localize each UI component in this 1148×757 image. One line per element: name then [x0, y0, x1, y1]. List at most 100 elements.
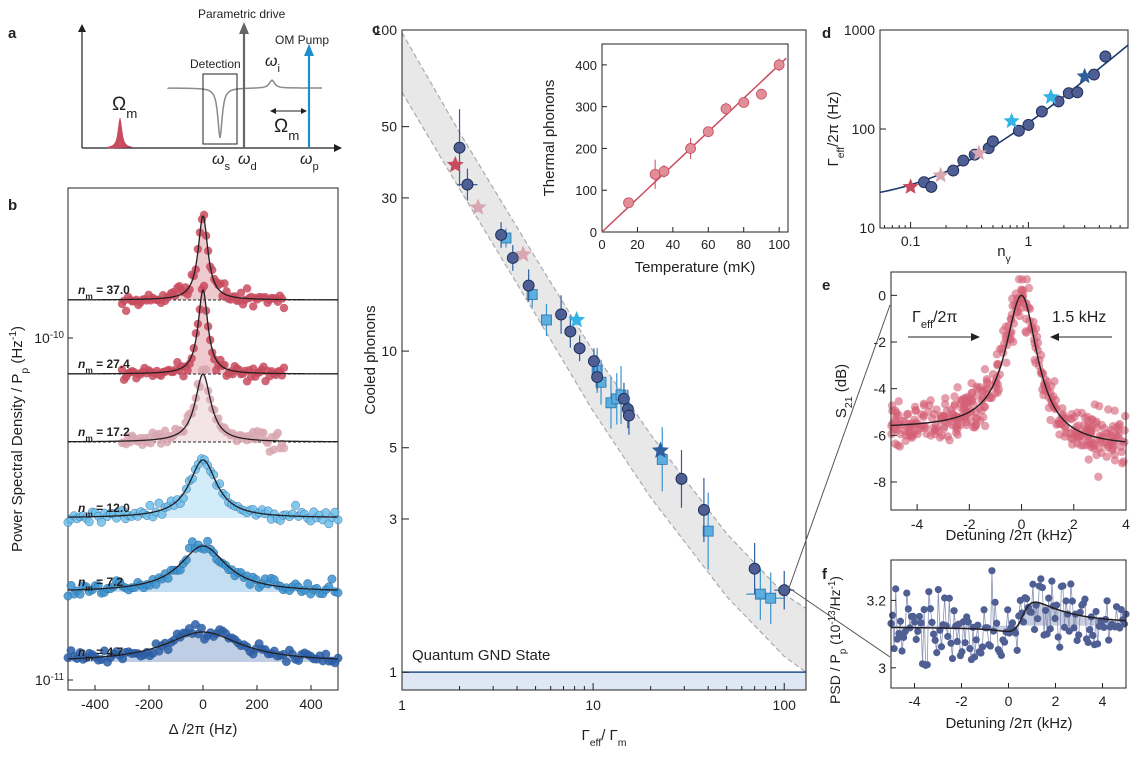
- data-point-e: [1105, 440, 1115, 449]
- data-point-f: [1019, 618, 1028, 626]
- trace-point-0: [185, 285, 194, 294]
- trace-point-4: [181, 555, 191, 565]
- panel-label-f: f: [822, 566, 828, 583]
- data-circle-d: [1022, 118, 1035, 131]
- data-point-f: [1076, 608, 1084, 616]
- zoom-line-1: [788, 304, 891, 589]
- data-point-f: [895, 629, 903, 638]
- trace-label-0: nm = 37.0: [78, 283, 130, 301]
- axis-title-d-x: nγ: [997, 243, 1011, 265]
- data-star-d: [970, 144, 987, 161]
- data-point-e: [967, 388, 977, 398]
- data-point-e: [1046, 415, 1055, 425]
- data-point-e: [1022, 275, 1032, 284]
- data-point-f: [1100, 623, 1108, 632]
- axis-title-e-y: S21 (dB): [833, 364, 855, 418]
- data-point-f: [1029, 580, 1037, 588]
- trace-point-3: [84, 517, 94, 527]
- data-point-e: [1095, 443, 1104, 453]
- data-point-e: [980, 365, 990, 374]
- data-point-e: [898, 416, 907, 426]
- panel-label-a: a: [8, 25, 17, 42]
- data-point-f: [1056, 643, 1064, 651]
- panel-d-frame: [879, 29, 1129, 229]
- data-point-e: [1030, 355, 1039, 365]
- data-square: [656, 453, 668, 465]
- data-point-f: [915, 612, 923, 621]
- data-point-e: [950, 400, 960, 409]
- data-point-f: [1081, 595, 1089, 603]
- data-point-f: [917, 619, 925, 627]
- tick-label-e-x: -4: [911, 516, 924, 532]
- data-point-f: [923, 661, 931, 669]
- tick-label-c-y: 100: [374, 22, 398, 38]
- data-star-d: [1003, 112, 1020, 129]
- data-point-f: [1045, 594, 1053, 602]
- data-point-e: [1110, 406, 1119, 415]
- data-point-f: [1051, 614, 1059, 623]
- data-circle: [587, 355, 600, 368]
- data-point-f: [1038, 583, 1047, 592]
- panel-c-frame: [401, 29, 807, 691]
- trace-point-1: [179, 372, 188, 381]
- tick-label-e-y: -6: [874, 427, 887, 443]
- trace-point-5: [100, 646, 109, 656]
- trace-point-1: [199, 281, 209, 291]
- data-point-f: [911, 618, 919, 626]
- data-point-f: [1023, 595, 1031, 603]
- data-point-f: [1116, 624, 1124, 632]
- annotation-gamma: Γeff/2π: [912, 309, 957, 331]
- data-point-f: [1067, 580, 1075, 588]
- trace-point-2: [146, 439, 155, 448]
- inset-tick-label-y: 300: [575, 100, 597, 115]
- data-point-e: [980, 421, 990, 431]
- trace-label-4: nm = 7.2: [78, 575, 123, 593]
- tick-label-e-x: 0: [1018, 516, 1026, 532]
- data-point-f: [986, 642, 994, 650]
- tick-label-d-y: 1000: [844, 22, 875, 38]
- data-point-f: [1084, 638, 1092, 647]
- data-point-e: [928, 423, 937, 433]
- tick-label-e-y: -8: [874, 474, 887, 490]
- data-point-f: [970, 653, 979, 661]
- data-point-f: [966, 645, 974, 653]
- data-point-f: [1120, 620, 1129, 628]
- data-point-f: [890, 644, 898, 653]
- inset-tick-label-y: 0: [590, 225, 597, 240]
- trace-point-3: [96, 517, 106, 527]
- inset-tick-label-x: 60: [701, 237, 715, 252]
- trace-point-2: [201, 365, 211, 374]
- inset-axis-title-y: Thermal phonons: [541, 80, 558, 197]
- inset-tick-label-x: 40: [666, 237, 680, 252]
- data-point-f: [958, 648, 966, 656]
- tick-label-c-y: 30: [381, 190, 397, 206]
- trace-label-2: nm = 17.2: [78, 425, 130, 443]
- data-point-f: [974, 621, 982, 629]
- data-circle: [453, 141, 466, 154]
- band-upper: [401, 32, 807, 609]
- data-point-f: [1046, 625, 1054, 633]
- panel-e-frame: [890, 271, 1127, 511]
- data-point-e: [1079, 433, 1089, 442]
- data-circle-d: [1012, 124, 1025, 137]
- trace-point-1: [279, 363, 289, 372]
- data-point-e: [978, 386, 987, 396]
- data-point-e: [993, 380, 1003, 389]
- trace-point-0: [236, 288, 246, 298]
- om-pump-label: OM Pump: [275, 33, 329, 47]
- arrow-left-head: [971, 333, 980, 341]
- data-circle-d: [947, 164, 960, 177]
- data-circle: [495, 228, 508, 241]
- data-point-f: [933, 649, 941, 657]
- data-point-e: [1087, 415, 1097, 424]
- tick-label-b-y: 10-10: [34, 330, 64, 347]
- data-point-f: [947, 639, 955, 647]
- data-point-f: [931, 636, 939, 644]
- data-circle: [573, 342, 586, 355]
- data-point-f: [1008, 619, 1017, 627]
- data-point-f: [1105, 636, 1113, 644]
- trace-point-2: [179, 427, 188, 436]
- trace-fit-1: [67, 289, 338, 375]
- data-point-f: [980, 606, 988, 614]
